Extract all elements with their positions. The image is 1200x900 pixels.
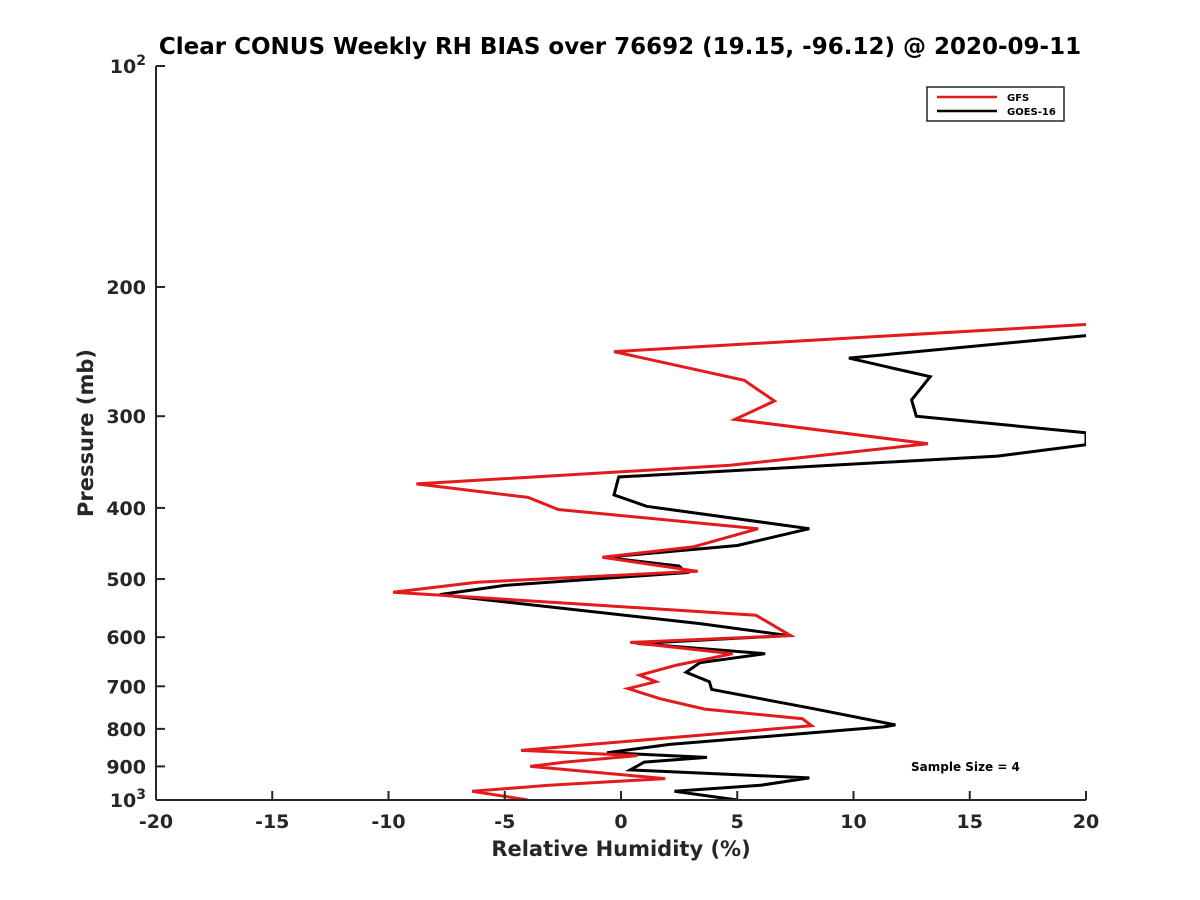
plot-background [156, 66, 1086, 800]
y-axis-label: Pressure (mb) [74, 349, 98, 517]
y-tick-label: 900 [106, 756, 146, 778]
legend-label-goes16: GOES-16 [1007, 107, 1056, 118]
x-tick-label: 5 [731, 811, 744, 833]
y-tick-label: 300 [106, 406, 146, 428]
y-tick-label: 800 [106, 719, 146, 741]
y-tick-label: 400 [106, 498, 146, 520]
x-tick-label: 10 [840, 811, 866, 833]
legend-box [926, 86, 1065, 122]
x-tick-label: -20 [139, 811, 173, 833]
sample-size-annotation: Sample Size = 4 [911, 760, 1020, 774]
y-tick-label: 103 [110, 787, 146, 812]
y-tick-label: 102 [110, 53, 146, 78]
plot-area [156, 66, 1086, 800]
x-tick-label: -5 [494, 811, 515, 833]
x-tick-label: -15 [255, 811, 289, 833]
series-line-gfs [392, 323, 1086, 800]
y-tick-label: 500 [106, 569, 146, 591]
x-axis-label: Relative Humidity (%) [491, 837, 750, 861]
x-tick-label: -10 [371, 811, 405, 833]
x-tick-label: 0 [614, 811, 627, 833]
legend: GFS GOES-16 [926, 86, 1065, 122]
x-axis-ticks: -20 -15 -10 -5 0 5 10 15 20 [139, 791, 1099, 833]
y-tick-label: 200 [106, 277, 146, 299]
chart-title: Clear CONUS Weekly RH BIAS over 76692 (1… [159, 34, 1081, 60]
y-tick-label: 600 [106, 627, 146, 649]
y-tick-label: 700 [106, 676, 146, 698]
y-axis-ticks: 102 200 300 400 500 600 700 800 900 103 [106, 53, 165, 812]
series-line-goes16 [439, 334, 1086, 800]
legend-label-gfs: GFS [1007, 93, 1029, 104]
series-layer [392, 323, 1086, 800]
x-tick-label: 20 [1073, 811, 1099, 833]
x-tick-label: 15 [957, 811, 983, 833]
